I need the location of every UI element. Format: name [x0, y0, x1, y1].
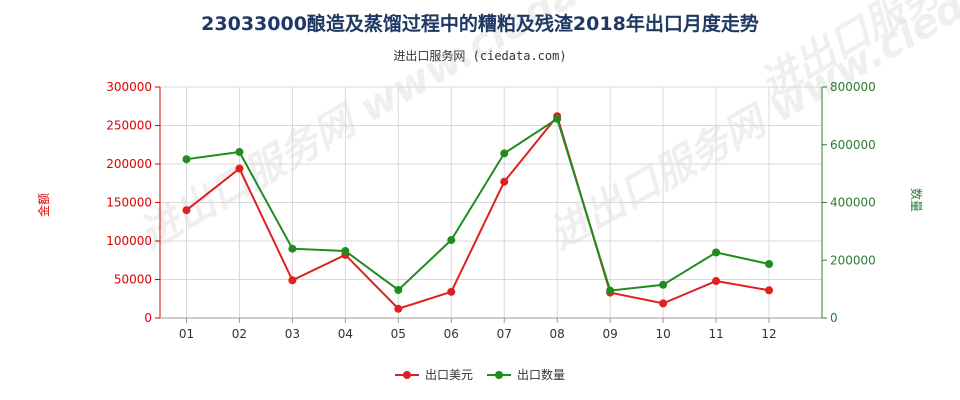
x-tick-label: 03	[285, 327, 300, 341]
data-point[interactable]	[606, 286, 615, 295]
left-tick-label: 200000	[106, 157, 152, 171]
left-tick-label: 100000	[106, 234, 152, 248]
right-tick-label: 400000	[830, 196, 876, 210]
data-point[interactable]	[500, 149, 509, 158]
data-point[interactable]	[394, 285, 403, 294]
x-tick-label: 06	[444, 327, 459, 341]
data-point[interactable]	[394, 304, 403, 313]
data-point[interactable]	[288, 244, 297, 253]
x-tick-label: 07	[497, 327, 512, 341]
grid-lines	[160, 86, 822, 319]
data-point[interactable]	[765, 260, 774, 269]
chart-subtitle: 进出口服务网 (ciedata.com)	[393, 48, 566, 63]
data-point[interactable]	[447, 287, 456, 296]
data-point[interactable]	[182, 206, 191, 215]
legend[interactable]: 出口美元 出口数量	[395, 367, 565, 382]
data-point[interactable]	[712, 248, 721, 257]
left-axis-label: 金额	[36, 193, 51, 217]
data-point[interactable]	[659, 299, 668, 308]
data-point[interactable]	[341, 247, 350, 256]
right-tick-label: 0	[830, 311, 838, 325]
legend-item[interactable]: 出口美元	[395, 368, 473, 382]
right-axis-label: 数量	[909, 188, 924, 212]
data-point[interactable]	[182, 155, 191, 164]
x-tick-label: 05	[391, 327, 406, 341]
data-point[interactable]	[447, 236, 456, 245]
series-line	[186, 117, 770, 292]
right-axis-ticks: 0 200000 400000 600000 800000	[822, 80, 876, 325]
x-tick-label: 02	[232, 327, 247, 341]
series-layer	[182, 112, 774, 313]
data-point[interactable]	[288, 276, 297, 285]
left-tick-label: 250000	[106, 119, 152, 133]
series-quantity	[182, 114, 774, 295]
legend-label: 出口数量	[517, 367, 565, 382]
left-tick-label: 50000	[114, 273, 152, 287]
legend-marker	[495, 371, 503, 379]
data-point[interactable]	[712, 277, 721, 286]
x-tick-label: 01	[179, 327, 194, 341]
right-tick-label: 600000	[830, 138, 876, 152]
x-axis-ticks: 01 02 03 04 05 06 07 08 09 10 11 12	[179, 318, 777, 341]
left-tick-label: 300000	[106, 80, 152, 94]
left-axis-ticks: 0 50000 100000 150000 200000 250000 300000	[106, 80, 160, 325]
data-point[interactable]	[765, 286, 774, 295]
legend-item[interactable]: 出口数量	[487, 367, 565, 382]
data-point[interactable]	[659, 280, 668, 289]
watermark-text: 进出口服务网 www.ciedata.com	[542, 0, 960, 259]
left-tick-label: 150000	[106, 196, 152, 210]
data-point[interactable]	[553, 114, 562, 123]
x-tick-label: 10	[655, 327, 670, 341]
data-point[interactable]	[235, 147, 244, 156]
x-tick-label: 08	[550, 327, 565, 341]
series-line	[185, 114, 770, 310]
x-tick-label: 04	[338, 327, 353, 341]
legend-marker	[403, 371, 411, 379]
chart-title: 23033000酿造及蒸馏过程中的糟粕及残渣2018年出口月度走势	[201, 12, 759, 35]
data-point[interactable]	[235, 164, 244, 173]
x-tick-label: 09	[603, 327, 618, 341]
right-tick-label: 800000	[830, 80, 876, 94]
x-tick-label: 12	[761, 327, 776, 341]
data-point[interactable]	[500, 177, 509, 186]
x-tick-label: 11	[708, 327, 723, 341]
legend-label: 出口美元	[425, 368, 473, 382]
left-tick-label: 0	[144, 311, 152, 325]
right-tick-label: 200000	[830, 253, 876, 267]
